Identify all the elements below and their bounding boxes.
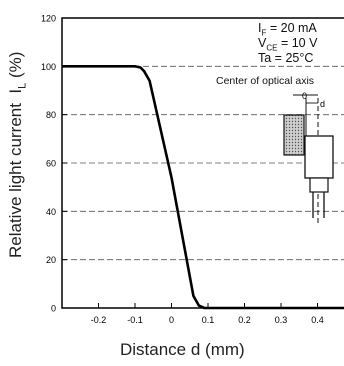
tick-labels: 0 20 40 60 80 100 120 -0.2 -0.1 0 0.1 0.2 0.3 0.4 <box>41 14 324 326</box>
y-tick-label: 80 <box>46 110 56 120</box>
condition-ta: Ta = 25°C <box>258 51 314 65</box>
series-line <box>62 65 344 310</box>
y-tick-label: 100 <box>41 62 56 72</box>
x-tick-label: 0.4 <box>311 315 324 325</box>
x-axis-label: Distance d (mm) <box>120 340 245 359</box>
y-tick-label: 0 <box>51 304 56 314</box>
x-tick-label: 0 <box>169 315 174 325</box>
sensor-diagram: 0 d <box>283 91 334 225</box>
x-tick-label: -0.2 <box>91 315 107 325</box>
y-tick-label: 60 <box>46 159 56 169</box>
optical-axis-annotation: Center of optical axis <box>216 75 315 87</box>
sensor-body <box>304 135 334 179</box>
x-tick-label: -0.1 <box>127 315 143 325</box>
condition-if: IF = 20 mA <box>258 21 317 38</box>
object-block <box>283 114 305 156</box>
y-tick-label: 20 <box>46 255 56 265</box>
dim-zero-label: 0 <box>302 91 307 101</box>
x-tick-label: 0.2 <box>238 315 251 325</box>
x-tick-label: 0.1 <box>202 315 215 325</box>
dim-d-label: d <box>320 99 325 109</box>
plot-frame <box>61 17 344 309</box>
x-tick-label: 0.3 <box>275 315 288 325</box>
y-axis-label: Relative light current IL (%) <box>6 51 29 258</box>
condition-vce: VCE = 10 V <box>258 36 318 53</box>
sensor-base <box>309 177 329 193</box>
y-tick-label: 40 <box>46 207 56 217</box>
y-tick-label: 120 <box>41 14 56 24</box>
